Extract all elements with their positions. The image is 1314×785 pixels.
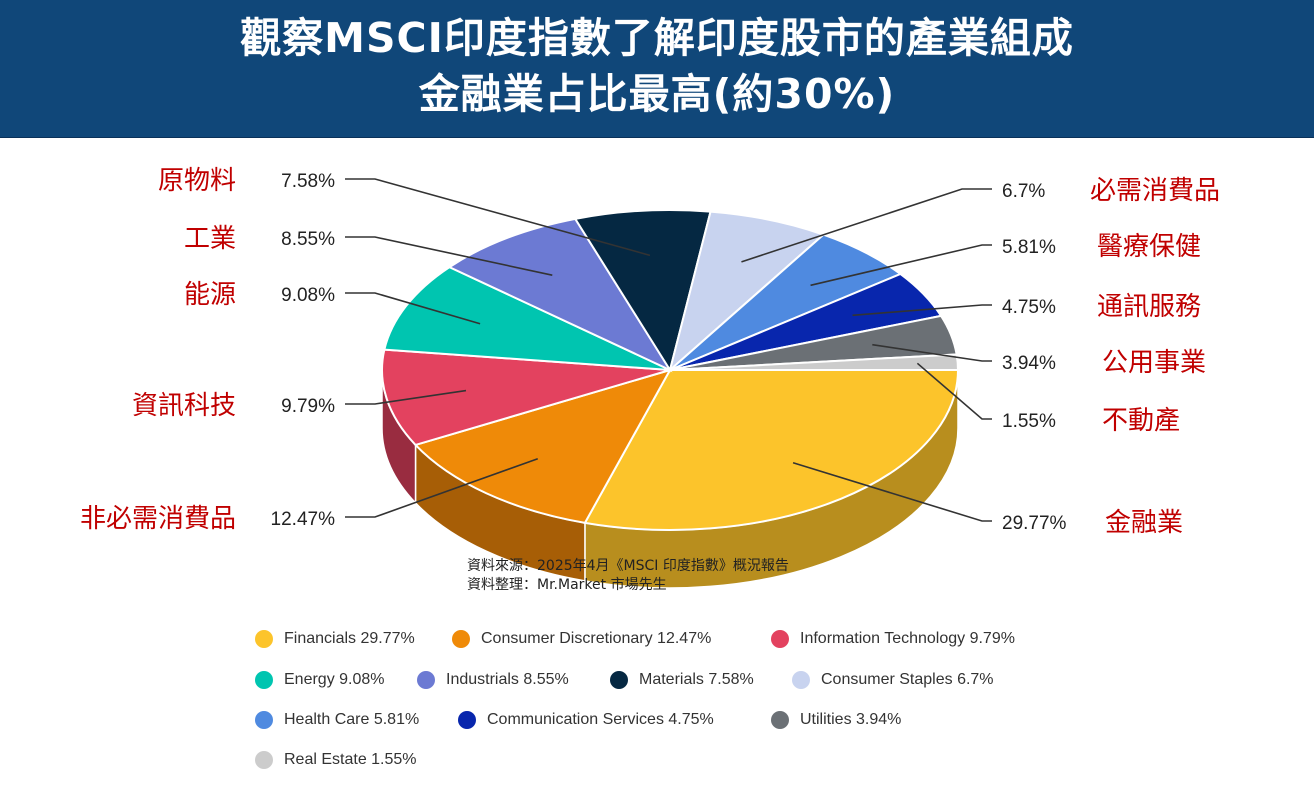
legend-item-industrials: Industrials 8.55% bbox=[417, 669, 569, 691]
legend-label-materials: Materials 7.58% bbox=[639, 671, 754, 688]
slice-labels: 29.77% 金融業 12.47% 非必需消費品 9.79% 資訊科技 9.08% 能源 8.5… bbox=[80, 166, 1220, 538]
leader-line-consumer-discretionary bbox=[345, 457, 539, 518]
slice-financials bbox=[583, 369, 960, 531]
percent-label-information-technology: 9.79% bbox=[281, 396, 335, 417]
legend-label-energy: Energy 9.08% bbox=[284, 671, 385, 688]
percent-label-industrials: 8.55% bbox=[281, 229, 335, 250]
legend-swatch-consumer-discretionary bbox=[452, 630, 470, 648]
leader-line-utilities bbox=[872, 343, 992, 362]
legend-label-industrials: Industrials 8.55% bbox=[446, 671, 569, 688]
legend-item-materials: Materials 7.58% bbox=[610, 669, 754, 691]
legend-swatch-information-technology bbox=[771, 630, 789, 648]
legend-label-health-care: Health Care 5.81% bbox=[284, 711, 420, 728]
chart-title: 觀察MSCI印度指數了解印度股市的產業組成 bbox=[240, 14, 1074, 62]
percent-label-health-care: 5.81% bbox=[1002, 237, 1056, 258]
slice-real-estate bbox=[669, 353, 960, 371]
leader-line-industrials bbox=[345, 236, 553, 276]
leader-line-financials bbox=[792, 461, 992, 522]
legend-swatch-financials bbox=[255, 630, 273, 648]
percent-label-consumer-staples: 6.7% bbox=[1002, 181, 1045, 202]
title-banner: 觀察MSCI印度指數了解印度股市的產業組成 金融業占比最高(約30%) bbox=[0, 0, 1314, 138]
legend-label-communication-services: Communication Services 4.75% bbox=[487, 711, 714, 728]
leader-line-real-estate bbox=[916, 362, 992, 420]
chart-subtitle: 金融業占比最高(約30%) bbox=[418, 70, 896, 118]
legend-label-information-technology: Information Technology 9.79% bbox=[800, 630, 1015, 647]
category-label-consumer-staples: 必需消費品 bbox=[1090, 176, 1220, 206]
slice-information-technology bbox=[381, 348, 671, 447]
legend-item-financials: Financials 29.77% bbox=[255, 628, 415, 650]
legend-item-communication-services: Communication Services 4.75% bbox=[458, 709, 714, 731]
legend-swatch-materials bbox=[610, 671, 628, 689]
category-label-materials: 原物料 bbox=[158, 166, 236, 196]
legend-label-consumer-discretionary: Consumer Discretionary 12.47% bbox=[481, 630, 712, 647]
source-note: 資料來源：2025年4月《MSCI 印度指數》概況報告 bbox=[467, 558, 789, 574]
leader-line-communication-services bbox=[852, 304, 992, 317]
legend-swatch-utilities bbox=[771, 711, 789, 729]
legend-swatch-consumer-staples bbox=[792, 671, 810, 689]
leader-line-materials bbox=[345, 178, 651, 257]
category-label-energy: 能源 bbox=[184, 280, 236, 310]
category-label-financials: 金融業 bbox=[1105, 508, 1183, 538]
slice-industrials bbox=[447, 217, 673, 373]
percent-label-consumer-discretionary: 12.47% bbox=[271, 509, 336, 530]
legend-label-utilities: Utilities 3.94% bbox=[800, 711, 902, 728]
percent-label-financials: 29.77% bbox=[1002, 513, 1067, 534]
percent-label-utilities: 3.94% bbox=[1002, 353, 1056, 374]
category-label-utilities: 公用事業 bbox=[1102, 348, 1206, 378]
percent-label-energy: 9.08% bbox=[281, 285, 335, 306]
legend-item-real-estate: Real Estate 1.55% bbox=[255, 749, 417, 771]
legend-swatch-communication-services bbox=[458, 711, 476, 729]
slice-consumer-staples bbox=[668, 210, 826, 373]
pie-chart: 29.77% 金融業 12.47% 非必需消費品 9.79% 資訊科技 9.08% 能源 8.5… bbox=[80, 166, 1220, 589]
legend-swatch-industrials bbox=[417, 671, 435, 689]
legend-swatch-real-estate bbox=[255, 751, 273, 769]
leader-line-information-technology bbox=[345, 389, 467, 405]
leader-line-energy bbox=[345, 292, 481, 325]
legend-item-energy: Energy 9.08% bbox=[255, 669, 385, 691]
category-label-real-estate: 不動產 bbox=[1102, 406, 1180, 436]
percent-label-real-estate: 1.55% bbox=[1002, 411, 1056, 432]
legend-item-health-care: Health Care 5.81% bbox=[255, 709, 419, 731]
legend-item-consumer-discretionary: Consumer Discretionary 12.47% bbox=[452, 628, 711, 650]
percent-label-materials: 7.58% bbox=[281, 171, 335, 192]
legend-swatch-energy bbox=[255, 671, 273, 689]
percent-label-communication-services: 4.75% bbox=[1002, 297, 1056, 318]
legend-item-utilities: Utilities 3.94% bbox=[771, 709, 901, 731]
category-label-industrials: 工業 bbox=[184, 224, 236, 254]
legend-label-real-estate: Real Estate 1.55% bbox=[284, 751, 417, 768]
slice-energy bbox=[383, 265, 671, 371]
leader-lines bbox=[345, 178, 992, 522]
pie-slices bbox=[381, 209, 960, 531]
legend-item-consumer-staples: Consumer Staples 6.7% bbox=[792, 669, 994, 691]
category-label-information-technology: 資訊科技 bbox=[132, 391, 236, 421]
slice-consumer-discretionary bbox=[413, 368, 673, 524]
leader-line-consumer-staples bbox=[741, 188, 992, 263]
compiler-note: 資料整理：Mr.Market 市場先生 bbox=[467, 577, 667, 593]
legend-swatch-health-care bbox=[255, 711, 273, 729]
legend-label-consumer-staples: Consumer Staples 6.7% bbox=[821, 671, 994, 688]
slice-materials bbox=[573, 209, 712, 373]
legend-label-financials: Financials 29.77% bbox=[284, 630, 415, 647]
category-label-consumer-discretionary: 非必需消費品 bbox=[80, 504, 236, 534]
category-label-health-care: 醫療保健 bbox=[1097, 232, 1201, 262]
legend-item-information-technology: Information Technology 9.79% bbox=[771, 628, 1015, 650]
category-label-communication-services: 通訊服務 bbox=[1097, 292, 1201, 322]
leader-line-health-care bbox=[810, 244, 992, 287]
